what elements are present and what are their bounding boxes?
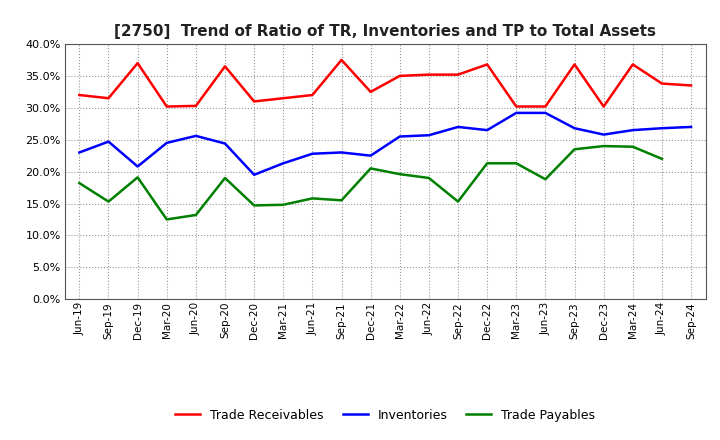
- Trade Receivables: [483, 62, 492, 67]
- Inventories: [279, 161, 287, 166]
- Trade Payables: [629, 144, 637, 149]
- Inventories: [163, 140, 171, 146]
- Inventories: [308, 151, 317, 156]
- Inventories: [483, 128, 492, 133]
- Trade Payables: [163, 217, 171, 222]
- Inventories: [687, 124, 696, 129]
- Inventories: [75, 150, 84, 155]
- Trade Receivables: [366, 89, 375, 95]
- Trade Payables: [220, 175, 229, 180]
- Trade Payables: [657, 156, 666, 161]
- Trade Payables: [512, 161, 521, 166]
- Inventories: [541, 110, 550, 116]
- Trade Payables: [483, 161, 492, 166]
- Inventories: [104, 139, 113, 144]
- Trade Payables: [454, 199, 462, 204]
- Trade Payables: [250, 203, 258, 208]
- Line: Inventories: Inventories: [79, 113, 691, 175]
- Trade Payables: [133, 175, 142, 180]
- Trade Receivables: [512, 104, 521, 109]
- Trade Receivables: [425, 72, 433, 77]
- Trade Receivables: [541, 104, 550, 109]
- Trade Payables: [192, 213, 200, 218]
- Trade Receivables: [192, 103, 200, 109]
- Inventories: [512, 110, 521, 116]
- Trade Receivables: [687, 83, 696, 88]
- Inventories: [599, 132, 608, 137]
- Trade Receivables: [133, 60, 142, 66]
- Trade Receivables: [629, 62, 637, 67]
- Trade Payables: [337, 198, 346, 203]
- Inventories: [395, 134, 404, 139]
- Line: Trade Payables: Trade Payables: [79, 146, 662, 220]
- Legend: Trade Receivables, Inventories, Trade Payables: Trade Receivables, Inventories, Trade Pa…: [169, 403, 601, 428]
- Trade Receivables: [250, 99, 258, 104]
- Trade Receivables: [279, 95, 287, 101]
- Trade Receivables: [570, 62, 579, 67]
- Trade Payables: [395, 172, 404, 177]
- Trade Payables: [570, 147, 579, 152]
- Inventories: [192, 133, 200, 139]
- Trade Payables: [425, 175, 433, 180]
- Trade Receivables: [163, 104, 171, 109]
- Trade Payables: [366, 166, 375, 171]
- Trade Payables: [279, 202, 287, 207]
- Trade Payables: [104, 199, 113, 204]
- Inventories: [250, 172, 258, 177]
- Line: Trade Receivables: Trade Receivables: [79, 60, 691, 106]
- Trade Receivables: [75, 92, 84, 98]
- Inventories: [570, 125, 579, 131]
- Inventories: [454, 124, 462, 129]
- Inventories: [657, 125, 666, 131]
- Inventories: [366, 153, 375, 158]
- Trade Receivables: [599, 104, 608, 109]
- Inventories: [337, 150, 346, 155]
- Inventories: [425, 132, 433, 138]
- Trade Receivables: [104, 95, 113, 101]
- Inventories: [220, 141, 229, 146]
- Inventories: [629, 128, 637, 133]
- Trade Receivables: [308, 92, 317, 98]
- Trade Payables: [308, 196, 317, 201]
- Trade Payables: [75, 180, 84, 186]
- Trade Receivables: [657, 81, 666, 86]
- Trade Receivables: [220, 64, 229, 69]
- Inventories: [133, 164, 142, 169]
- Title: [2750]  Trend of Ratio of TR, Inventories and TP to Total Assets: [2750] Trend of Ratio of TR, Inventories…: [114, 24, 656, 39]
- Trade Payables: [541, 176, 550, 182]
- Trade Receivables: [454, 72, 462, 77]
- Trade Payables: [599, 143, 608, 149]
- Trade Receivables: [337, 57, 346, 62]
- Trade Receivables: [395, 73, 404, 78]
